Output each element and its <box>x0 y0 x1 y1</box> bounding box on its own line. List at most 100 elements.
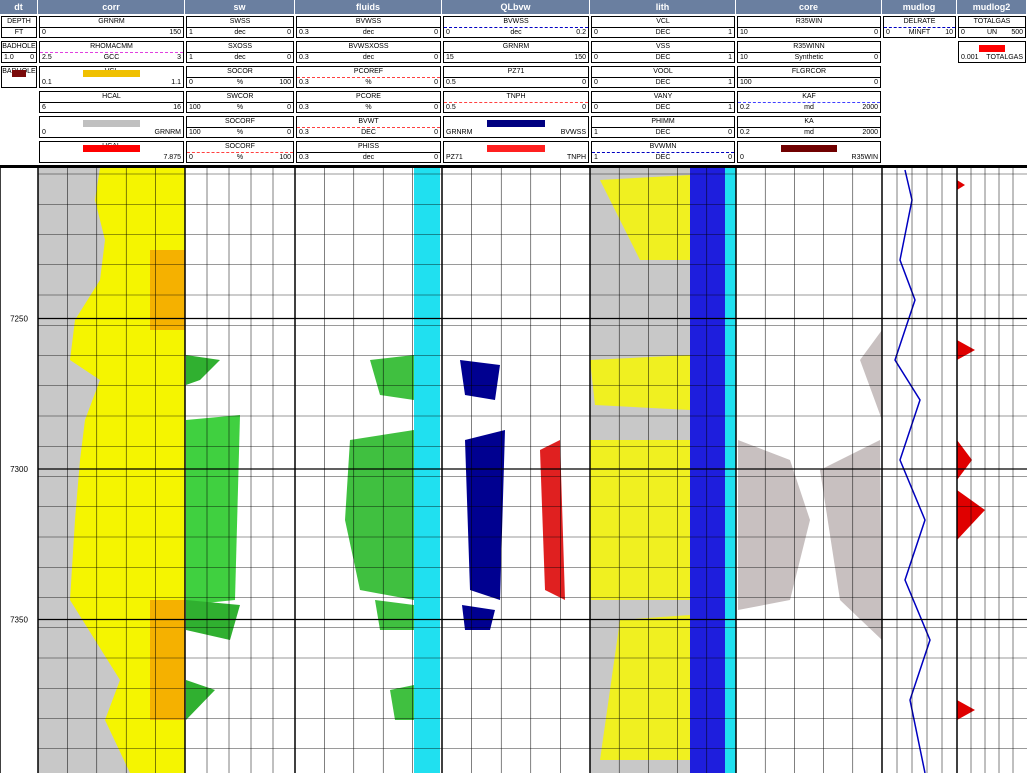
curve-line <box>592 27 734 28</box>
curve-line <box>738 27 880 28</box>
fluids-fill <box>345 355 414 720</box>
curve-left: 100 <box>189 104 201 111</box>
curve-unit: UN <box>986 29 998 36</box>
curve-unit: dec <box>362 29 375 36</box>
curve-left: 0.2 <box>740 129 750 136</box>
curve-header: PHISS 0.3 dec 0 <box>296 141 441 163</box>
curve-line <box>187 152 293 153</box>
curve-header: VCL 0 DEC 1 <box>591 16 735 38</box>
curve-name: FLGRCOR <box>791 68 827 75</box>
curve-left: 0.3 <box>299 54 309 61</box>
curve-name: R35WIN <box>795 18 823 25</box>
fluids-cyan <box>414 168 440 773</box>
curve-name: SOCOR <box>227 68 253 75</box>
curve-unit: DEC <box>655 79 671 86</box>
curve-line <box>297 152 440 153</box>
curve-header: BVWSXOSS 0.3 dec 0 <box>296 41 441 63</box>
curve-header: BVWMN 1 DEC 0 <box>591 141 735 163</box>
curve-unit: % <box>365 104 372 111</box>
curve-name: BVWSXOSS <box>348 43 389 50</box>
curve-line <box>738 52 880 53</box>
track-title: core <box>736 0 882 14</box>
curve-line <box>2 27 36 28</box>
curve-right: 0 <box>287 129 291 136</box>
curve-header: GRNRM 0 150 <box>39 16 184 38</box>
curve-fills <box>38 168 985 773</box>
curve-header: SXOSS 1 dec 0 <box>186 41 294 63</box>
curve-right: 1 <box>728 54 732 61</box>
curve-name: VANY <box>653 93 673 100</box>
curve-left: 0 <box>886 29 890 36</box>
curve-left: 10 <box>740 29 748 36</box>
curve-line <box>884 27 955 28</box>
curve-header: HCAL 6 16 <box>39 91 184 113</box>
curve-unit: % <box>236 79 244 86</box>
curve-unit: GCC <box>103 54 120 61</box>
track-title: fluids <box>295 0 442 14</box>
curve-header: PCORE 0.3% 0 <box>296 91 441 113</box>
curve-line <box>444 102 588 103</box>
curve-unit: % <box>236 154 244 161</box>
curve-line <box>297 127 440 128</box>
curve-unit: MINFT <box>908 29 931 36</box>
curve-left: 0.5 <box>446 79 456 86</box>
track-title: lith <box>590 0 736 14</box>
curve-header: R35WIN 10 0 <box>737 16 881 38</box>
curve-right: 2000 <box>862 129 878 136</box>
curve-line <box>959 27 1025 28</box>
core-fill <box>738 330 882 640</box>
curve-line <box>40 102 183 103</box>
curve-right: 0.2 <box>576 29 586 36</box>
curve-right: 500 <box>1011 29 1023 36</box>
curve-name: RHOMACMM <box>90 43 133 50</box>
curve-name: GRNRM <box>502 43 530 50</box>
curve-right: 2000 <box>862 104 878 111</box>
curve-line <box>187 27 293 28</box>
curve-right: 0 <box>434 129 438 136</box>
curve-unit: DEC <box>655 104 671 111</box>
curve-left: GRNRM <box>446 129 473 136</box>
curve-name: SXOSS <box>227 43 253 50</box>
curve-name: VCL <box>656 18 670 25</box>
curve-name: VSS <box>655 43 670 50</box>
curve-right: 0 <box>728 154 732 161</box>
curve-header: PZ71 0.5 0 <box>443 66 589 88</box>
curve-swatch <box>780 145 838 152</box>
gas-fill <box>957 180 985 720</box>
curve-left: 10 <box>740 54 748 61</box>
lith-phi <box>725 168 736 773</box>
curve-name: SWCOR <box>226 93 254 100</box>
curve-line <box>297 102 440 103</box>
curve-right: 100 <box>279 79 291 86</box>
curve-right: 0 <box>434 54 438 61</box>
curve-right: 150 <box>169 29 181 36</box>
depth-label: 7250 <box>10 314 28 323</box>
curve-header: 0 R35WIN <box>737 141 881 163</box>
curve-right: 0 <box>287 104 291 111</box>
curve-line <box>297 77 440 78</box>
curve-name: PHISS <box>357 143 379 150</box>
curve-right: 150 <box>574 54 586 61</box>
curve-header: FLGRCOR 100 0 <box>737 66 881 88</box>
curve-left: 0.3 <box>299 29 309 36</box>
curve-header: SOCORF 100% 0 <box>186 116 294 138</box>
curve-name: PHIMM <box>651 118 675 125</box>
curve-name: KA <box>804 118 814 125</box>
curve-header: DELRATE 0 MINFT 10 <box>883 16 956 38</box>
track-title: sw <box>185 0 295 14</box>
curve-name: HCAL <box>102 93 121 100</box>
curve-right: 0 <box>30 54 34 61</box>
curve-header: BVWT 0.3 DEC 0 <box>296 116 441 138</box>
curve-name: KAF <box>802 93 816 100</box>
curve-left: 0.3 <box>299 154 309 161</box>
curve-left: 0 <box>42 29 46 36</box>
curve-header: PZ71 TNPH <box>443 141 589 163</box>
curve-line <box>187 52 293 53</box>
curve-header: KA 0.2 md 2000 <box>737 116 881 138</box>
ql-red <box>540 440 565 600</box>
corr-band <box>150 600 185 720</box>
curve-name: PCOREF <box>353 68 384 75</box>
sw-fill <box>186 415 240 605</box>
